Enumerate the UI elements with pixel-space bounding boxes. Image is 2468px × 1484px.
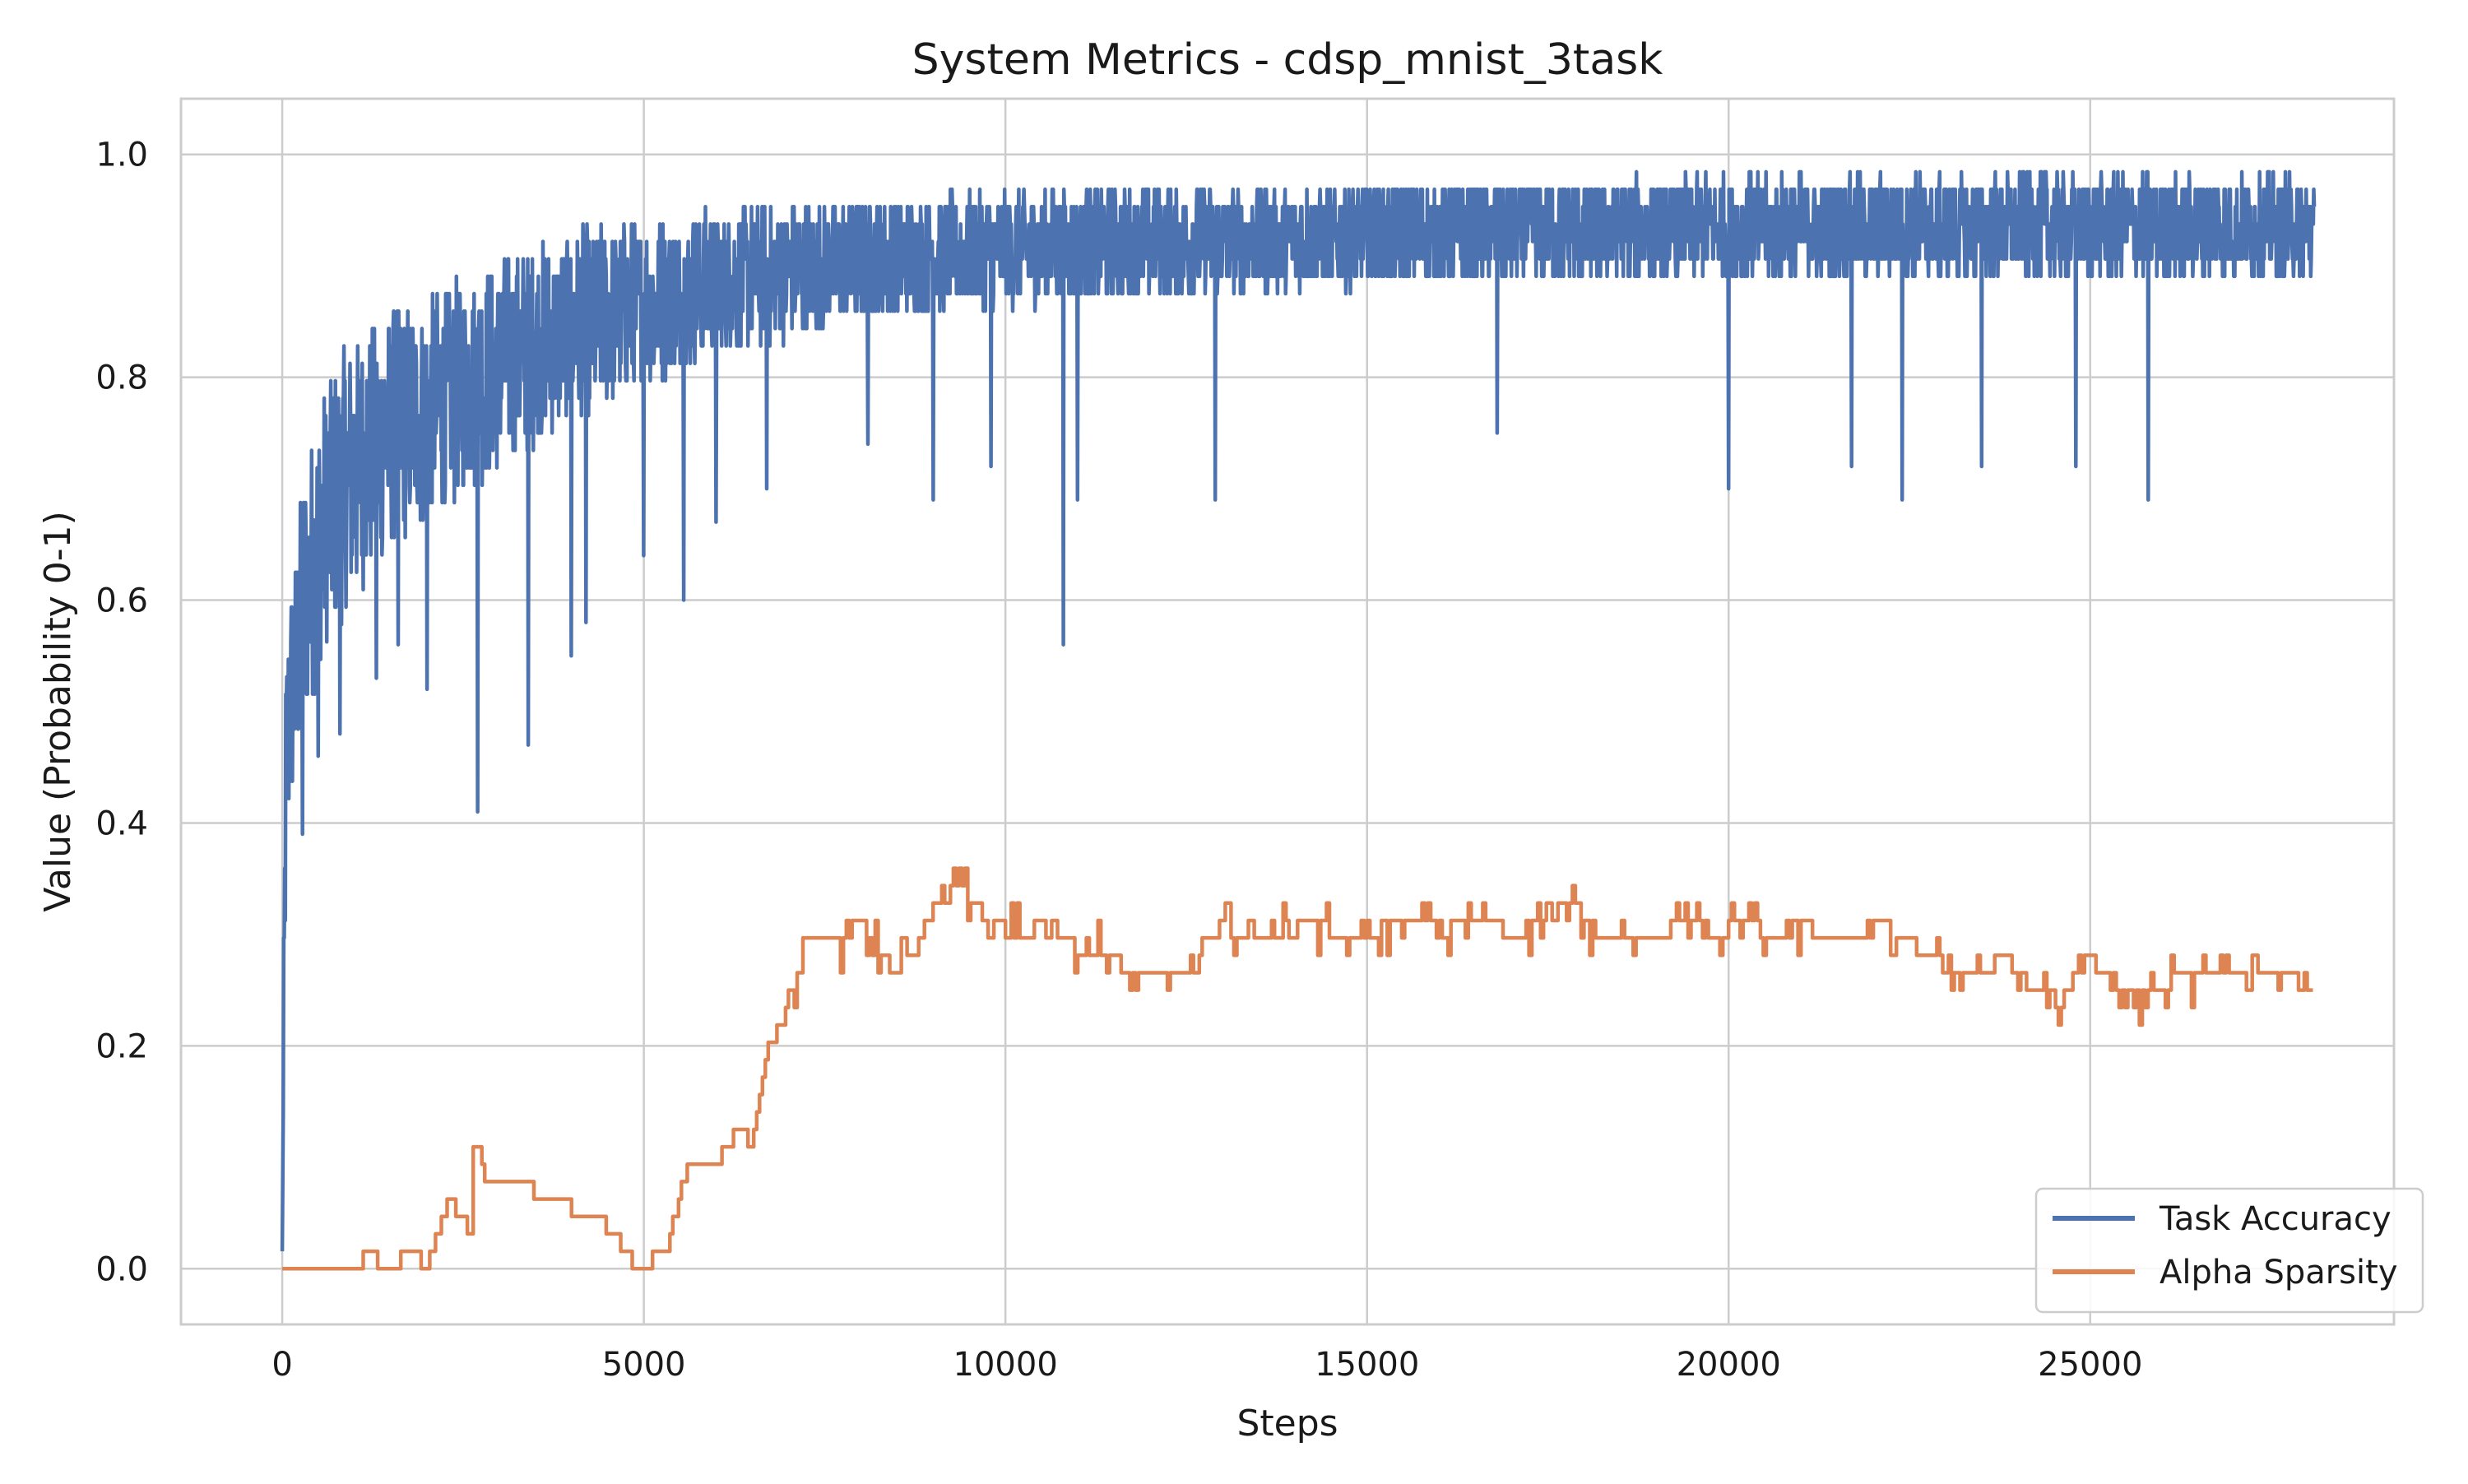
series-line-task-accuracy [280,169,2317,1252]
series-line-alpha-sparsity [282,866,2313,1271]
legend-label-alpha-sparsity: Alpha Sparsity [2160,1254,2398,1292]
x-tick-label: 20000 [1677,1346,1781,1384]
y-tick-label: 0.8 [95,359,148,397]
y-tick-label: 0.6 [95,582,148,620]
plot-frame [179,97,2396,1326]
x-tick-label: 25000 [2038,1346,2142,1384]
y-tick-label: 0.4 [95,805,148,842]
y-tick-label: 0.0 [95,1250,148,1288]
series-lines [280,169,2317,1271]
y-tick-label: 0.2 [95,1027,148,1065]
y-tick-label: 1.0 [95,137,148,174]
ticks: 0 5000 10000 15000 20000 25000 0.0 0.2 0.4 0.6 0.8… [95,137,2142,1384]
x-tick-label: 0 [271,1346,292,1384]
legend: Task Accuracy Alpha Sparsity [2034,1187,2424,1314]
chart-title: System Metrics - cdsp_mnist_3task [912,35,1663,85]
x-tick-label: 10000 [953,1346,1058,1384]
y-axis-label: Value (Probability 0-1) [37,511,79,912]
legend-label-task-accuracy: Task Accuracy [2159,1200,2391,1238]
x-tick-label: 15000 [1315,1346,1419,1384]
x-tick-label: 5000 [602,1346,686,1384]
x-axis-label: Steps [1236,1403,1338,1445]
